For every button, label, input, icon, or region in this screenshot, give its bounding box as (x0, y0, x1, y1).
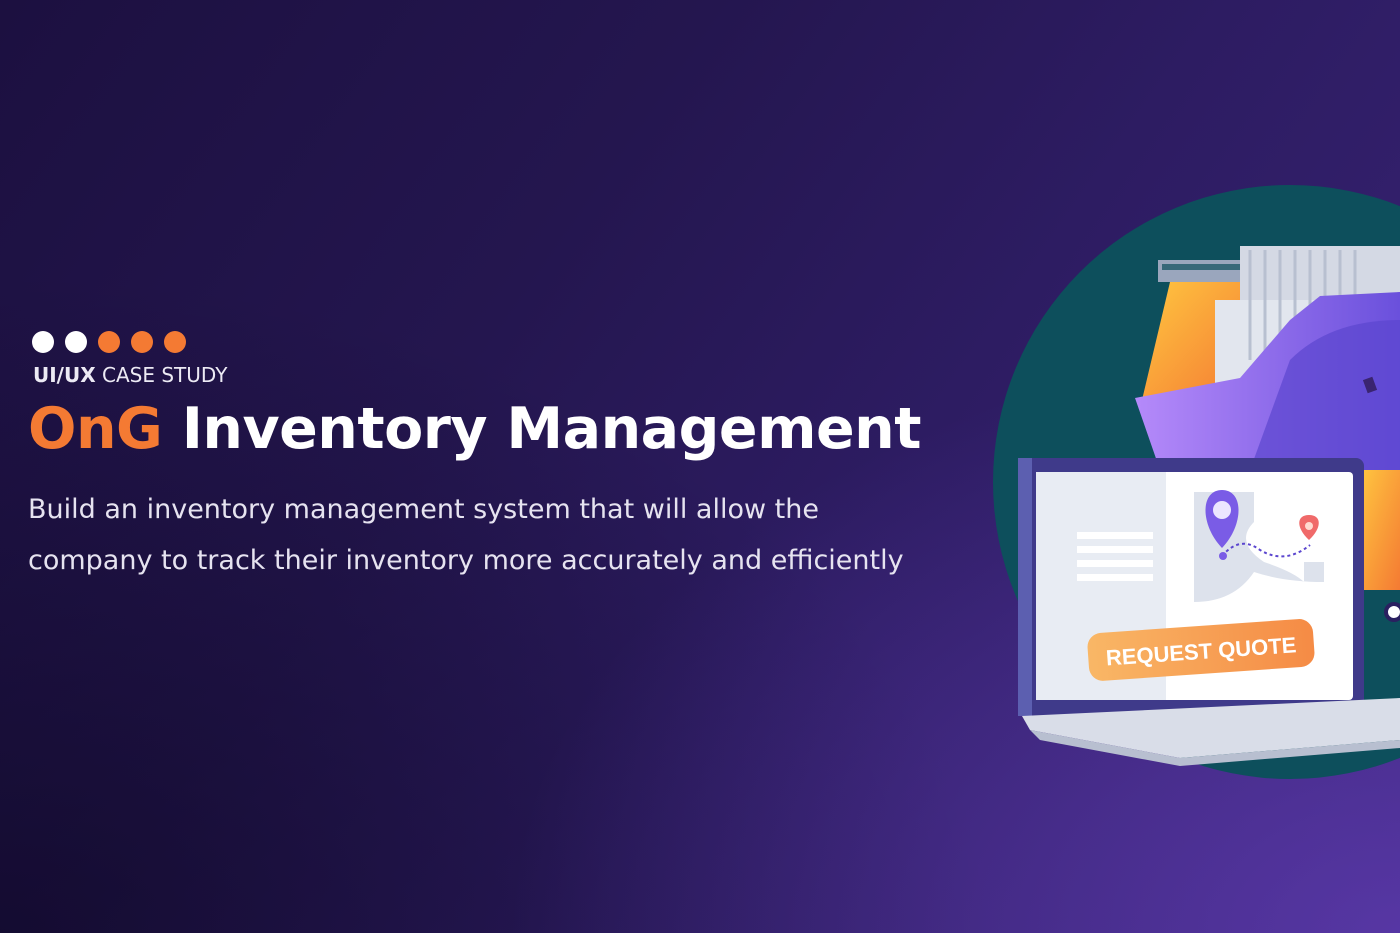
dot (32, 331, 54, 353)
eyebrow-bold: UI/UX (33, 363, 96, 387)
pagination-dots (32, 331, 186, 353)
brand-name: OnG (28, 396, 163, 462)
dot (164, 331, 186, 353)
request-quote-button (1087, 619, 1315, 681)
laptop-icon (1018, 458, 1400, 766)
dot (131, 331, 153, 353)
title-rest: Inventory Management (181, 396, 922, 462)
page-title: OnG Inventory Management (28, 396, 921, 462)
dot (98, 331, 120, 353)
dot (65, 331, 87, 353)
eyebrow-rest: CASE STUDY (102, 363, 228, 387)
eyebrow-label: UI/UX CASE STUDY (33, 363, 227, 387)
crane-icon (1158, 260, 1248, 282)
description: Build an inventory management system tha… (28, 494, 904, 576)
